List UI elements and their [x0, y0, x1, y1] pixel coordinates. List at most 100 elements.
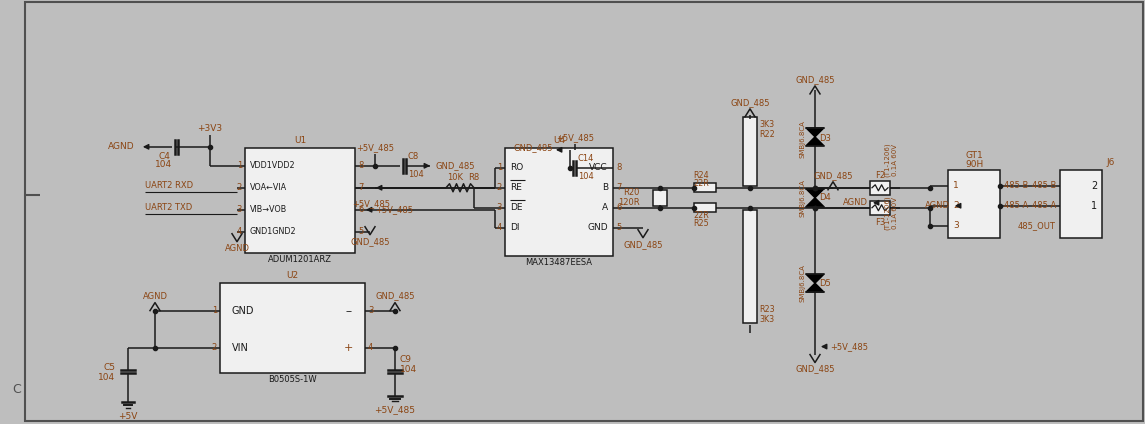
Text: +5V_485: +5V_485 [352, 199, 390, 208]
Text: 0.1A 60V: 0.1A 60V [892, 197, 898, 229]
Text: R22: R22 [759, 130, 775, 139]
Text: RE: RE [510, 183, 522, 192]
Text: D3: D3 [819, 134, 831, 143]
Text: VOA←VIA: VOA←VIA [250, 183, 287, 192]
Text: +5V_485: +5V_485 [374, 405, 416, 415]
Text: 485 A: 485 A [1032, 201, 1056, 210]
Text: C5: C5 [103, 363, 114, 372]
Text: 1: 1 [237, 161, 242, 170]
Text: 1: 1 [497, 163, 502, 172]
Text: 90H: 90H [965, 160, 984, 169]
Text: C9: C9 [400, 355, 412, 364]
Text: SMBJ6.8CA: SMBJ6.8CA [799, 264, 805, 302]
Text: 3: 3 [237, 205, 242, 214]
Text: AGND: AGND [224, 244, 250, 253]
Text: GND: GND [232, 306, 254, 315]
Text: +5V_485: +5V_485 [356, 143, 394, 152]
Text: 22R: 22R [693, 211, 709, 220]
Text: ADUM1201ARZ: ADUM1201ARZ [268, 255, 332, 264]
Text: 5: 5 [358, 227, 363, 236]
Text: 3: 3 [953, 221, 958, 230]
Text: VCC: VCC [590, 163, 608, 172]
Text: --: -- [346, 306, 353, 315]
Bar [870, 181, 890, 195]
Text: 3: 3 [368, 306, 373, 315]
Text: 2: 2 [953, 201, 958, 210]
Text: VDD1VDD2: VDD1VDD2 [250, 161, 295, 170]
Text: 104: 104 [578, 172, 594, 181]
Text: 485_OUT: 485_OUT [1018, 221, 1056, 230]
Bar [694, 203, 716, 212]
Text: 120R: 120R [618, 198, 640, 207]
Text: 0.1A 60V: 0.1A 60V [892, 144, 898, 176]
Text: F2: F2 [875, 171, 885, 180]
Text: 1: 1 [953, 181, 958, 190]
Text: +5V: +5V [118, 413, 137, 421]
Text: DE: DE [510, 203, 522, 212]
Text: R8: R8 [468, 173, 480, 182]
Text: SMBJ6.8CA: SMBJ6.8CA [799, 120, 805, 158]
Text: GND_485: GND_485 [350, 237, 389, 245]
Text: C8: C8 [408, 152, 419, 161]
Text: UART2 TXD: UART2 TXD [145, 203, 192, 212]
Text: 7: 7 [358, 183, 363, 192]
Text: DI: DI [510, 223, 520, 232]
Text: 485 B: 485 B [1032, 181, 1056, 190]
Text: 104: 104 [156, 160, 173, 169]
Text: 4: 4 [497, 223, 502, 232]
Text: B: B [602, 183, 608, 192]
Text: R24: R24 [693, 171, 709, 180]
Text: R25: R25 [693, 219, 709, 228]
Text: GND_485: GND_485 [796, 75, 835, 84]
Text: +5V_485: +5V_485 [830, 342, 868, 351]
Text: 1: 1 [212, 306, 218, 315]
Text: 104: 104 [408, 170, 424, 179]
Bar [653, 190, 668, 206]
Text: 3K3: 3K3 [759, 315, 774, 324]
Text: 10K: 10K [447, 173, 463, 182]
Text: 2: 2 [1091, 181, 1097, 191]
Text: J6: J6 [1106, 158, 1114, 167]
Text: AGND: AGND [843, 198, 868, 207]
Bar [1060, 170, 1101, 238]
Text: 104: 104 [400, 365, 417, 374]
Text: 1: 1 [1091, 201, 1097, 211]
Polygon shape [806, 137, 824, 146]
Bar [220, 283, 365, 373]
Text: VIN: VIN [232, 343, 248, 353]
Polygon shape [806, 198, 824, 207]
Text: F3: F3 [875, 218, 885, 227]
Text: AGND: AGND [109, 142, 135, 151]
Text: 6: 6 [358, 205, 363, 214]
Bar [245, 148, 355, 253]
Text: 485 B: 485 B [1004, 181, 1028, 190]
Text: GND_485: GND_485 [376, 292, 414, 301]
Polygon shape [806, 128, 824, 137]
Bar [694, 183, 716, 192]
Text: GT1: GT1 [965, 151, 982, 160]
Text: GND_485: GND_485 [813, 171, 853, 180]
Text: (T1-1206): (T1-1206) [884, 195, 891, 230]
Text: 485 A: 485 A [1004, 201, 1028, 210]
Text: GND_485: GND_485 [513, 143, 553, 152]
Text: B0505S-1W: B0505S-1W [268, 375, 317, 384]
Text: AGND: AGND [925, 201, 950, 210]
Text: C14: C14 [578, 154, 594, 163]
Text: U1: U1 [294, 137, 306, 145]
Text: 4: 4 [237, 227, 242, 236]
Text: GND_485: GND_485 [731, 98, 769, 107]
Text: +3V3: +3V3 [197, 124, 222, 133]
Text: 5: 5 [616, 223, 622, 232]
Text: GND1GND2: GND1GND2 [250, 227, 297, 236]
Text: +5V_485: +5V_485 [556, 133, 594, 142]
Text: UART2 RXD: UART2 RXD [145, 181, 194, 190]
Text: C: C [13, 383, 22, 396]
Text: 8: 8 [616, 163, 622, 172]
Text: 3: 3 [497, 203, 502, 212]
Text: 8: 8 [358, 161, 363, 170]
Polygon shape [806, 283, 824, 292]
Text: C4: C4 [158, 152, 169, 161]
Text: 4: 4 [368, 343, 373, 352]
Bar [948, 170, 1000, 238]
Text: AGND: AGND [142, 292, 167, 301]
